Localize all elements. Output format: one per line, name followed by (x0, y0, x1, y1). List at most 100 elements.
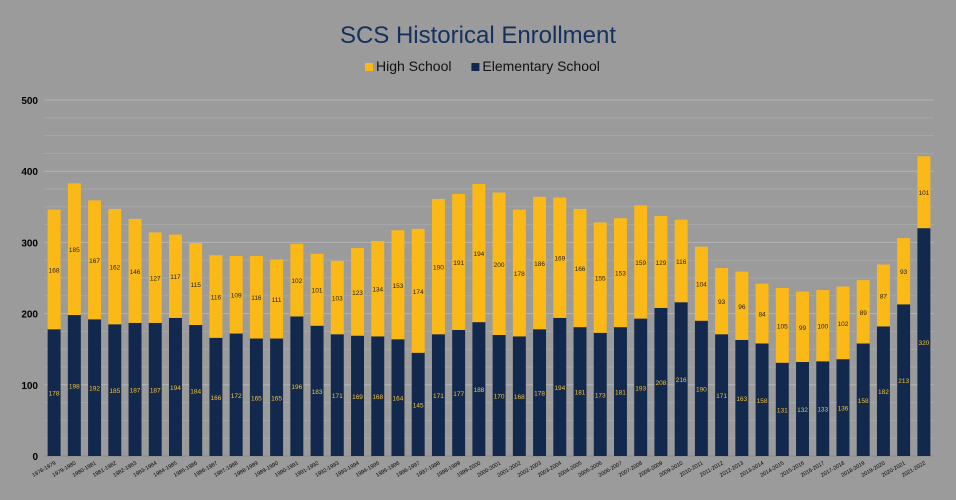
bar-high-school (492, 192, 506, 335)
data-label-elementary: 166 (211, 395, 222, 402)
data-label-elementary: 187 (150, 387, 161, 394)
bar-high-school (593, 222, 607, 333)
bar-high-school (755, 283, 769, 344)
y-tick-label: 300 (21, 238, 38, 249)
bar-elementary (897, 304, 911, 456)
data-label-high-school: 116 (211, 295, 222, 302)
data-label-high-school: 89 (860, 310, 868, 317)
bar-high-school (472, 184, 486, 323)
bar-high-school (796, 291, 809, 363)
bar-high-school (189, 243, 203, 325)
bar-elementary (472, 322, 486, 456)
legend-swatch (365, 63, 373, 71)
chart-title: SCS Historical Enrollment (340, 22, 616, 49)
data-label-elementary: 183 (312, 389, 323, 396)
data-label-high-school: 162 (109, 265, 120, 272)
bar-elementary (169, 317, 182, 456)
data-label-high-school: 87 (880, 293, 888, 300)
bar-elementary (654, 307, 668, 456)
data-label-elementary: 184 (190, 388, 201, 395)
data-label-high-school: 109 (231, 293, 242, 300)
bar-elementary (148, 322, 162, 456)
data-label-elementary: 194 (554, 385, 565, 392)
data-label-high-school: 159 (635, 260, 646, 267)
bar-high-school (330, 260, 344, 335)
data-label-elementary: 193 (635, 385, 646, 392)
bar-elementary (836, 359, 850, 456)
bar-elementary (876, 326, 890, 456)
data-label-elementary: 178 (534, 391, 545, 398)
data-label-high-school: 117 (170, 274, 181, 281)
data-label-high-school: 105 (777, 323, 788, 330)
data-label-elementary: 177 (453, 391, 464, 398)
bar-elementary (249, 338, 263, 456)
data-label-high-school: 100 (817, 324, 828, 331)
bar-high-school (128, 218, 142, 323)
bar-high-school (47, 209, 61, 330)
data-label-elementary: 196 (291, 384, 302, 391)
bar-elementary (108, 324, 122, 456)
bar-elementary (47, 329, 61, 456)
data-label-high-school: 116 (251, 295, 262, 302)
bar-elementary (715, 334, 729, 456)
data-label-elementary: 188 (473, 387, 484, 394)
data-label-high-school: 129 (656, 260, 667, 267)
bar-high-school (67, 183, 81, 316)
bar-elementary (735, 339, 749, 456)
bar-high-school (533, 196, 547, 330)
data-label-elementary: 168 (372, 394, 383, 401)
data-label-high-school: 186 (534, 261, 545, 268)
bar-high-school (169, 234, 182, 318)
bar-elementary (694, 320, 708, 456)
bar-elementary (67, 315, 81, 456)
data-label-high-school: 194 (473, 251, 484, 258)
data-label-elementary: 132 (797, 407, 808, 414)
bar-elementary (856, 343, 870, 456)
y-tick-label: 100 (21, 381, 38, 392)
bar-elementary (290, 316, 304, 456)
data-label-high-school: 146 (130, 269, 141, 276)
data-label-elementary: 168 (514, 394, 525, 401)
bar-high-school (836, 286, 850, 360)
data-label-high-school: 84 (758, 312, 766, 319)
bar-high-school (229, 255, 243, 334)
legend-label: Elementary School (482, 58, 600, 74)
data-label-elementary: 170 (494, 393, 505, 400)
data-label-elementary: 165 (251, 395, 262, 402)
bar-high-school (634, 205, 648, 319)
bar-elementary (573, 327, 587, 456)
bar-high-school (553, 197, 567, 318)
bar-high-school (351, 248, 364, 336)
data-label-elementary: 190 (696, 386, 707, 393)
bar-high-school (148, 232, 162, 323)
bar-high-school (856, 280, 870, 344)
data-label-high-school: 200 (494, 262, 505, 269)
bar-elementary (634, 318, 648, 456)
y-tick-label: 400 (21, 167, 38, 178)
bar-high-school (917, 156, 931, 229)
data-label-elementary: 136 (838, 406, 849, 413)
bar-high-school (310, 253, 324, 326)
data-label-high-school: 185 (69, 247, 80, 254)
bar-elementary (512, 336, 526, 456)
bar-high-school (431, 198, 445, 335)
data-label-high-school: 169 (554, 256, 565, 263)
bar-elementary (270, 338, 284, 456)
bar-elementary (431, 334, 445, 456)
legend-label: High School (376, 58, 452, 74)
bar-high-school (876, 264, 890, 327)
data-label-elementary: 171 (433, 393, 444, 400)
bar-elementary (816, 361, 830, 456)
data-label-elementary: 131 (777, 407, 788, 414)
bar-high-school (411, 228, 425, 353)
data-label-high-school: 168 (49, 267, 60, 274)
data-label-high-school: 166 (575, 266, 586, 273)
bar-elementary (310, 325, 324, 456)
data-label-high-school: 116 (676, 259, 687, 266)
bar-high-school (391, 230, 405, 340)
bar-high-school (897, 238, 911, 305)
data-label-high-school: 178 (514, 271, 525, 278)
data-label-elementary: 164 (393, 396, 404, 403)
bar-elementary (411, 352, 425, 456)
